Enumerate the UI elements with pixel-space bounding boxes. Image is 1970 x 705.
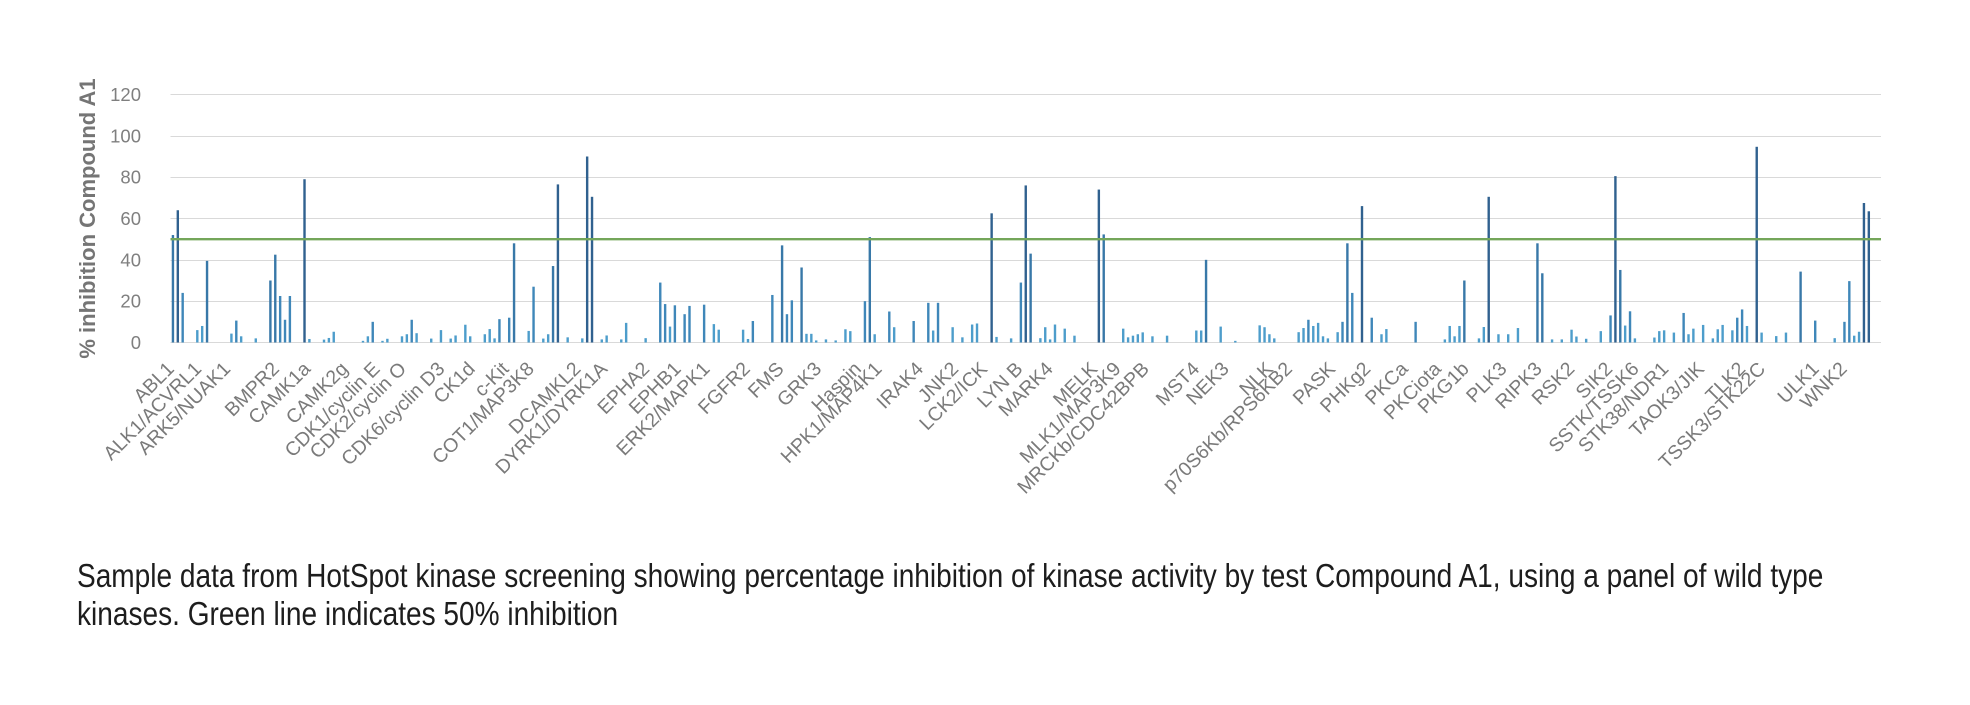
svg-text:100: 100 bbox=[110, 125, 141, 146]
svg-text:20: 20 bbox=[120, 291, 141, 312]
svg-text:40: 40 bbox=[120, 249, 141, 270]
svg-text:% inhibition Compound A1: % inhibition Compound A1 bbox=[75, 78, 100, 358]
svg-text:0: 0 bbox=[131, 332, 141, 353]
svg-text:80: 80 bbox=[120, 167, 141, 188]
svg-text:120: 120 bbox=[110, 84, 141, 105]
svg-text:60: 60 bbox=[120, 208, 141, 229]
